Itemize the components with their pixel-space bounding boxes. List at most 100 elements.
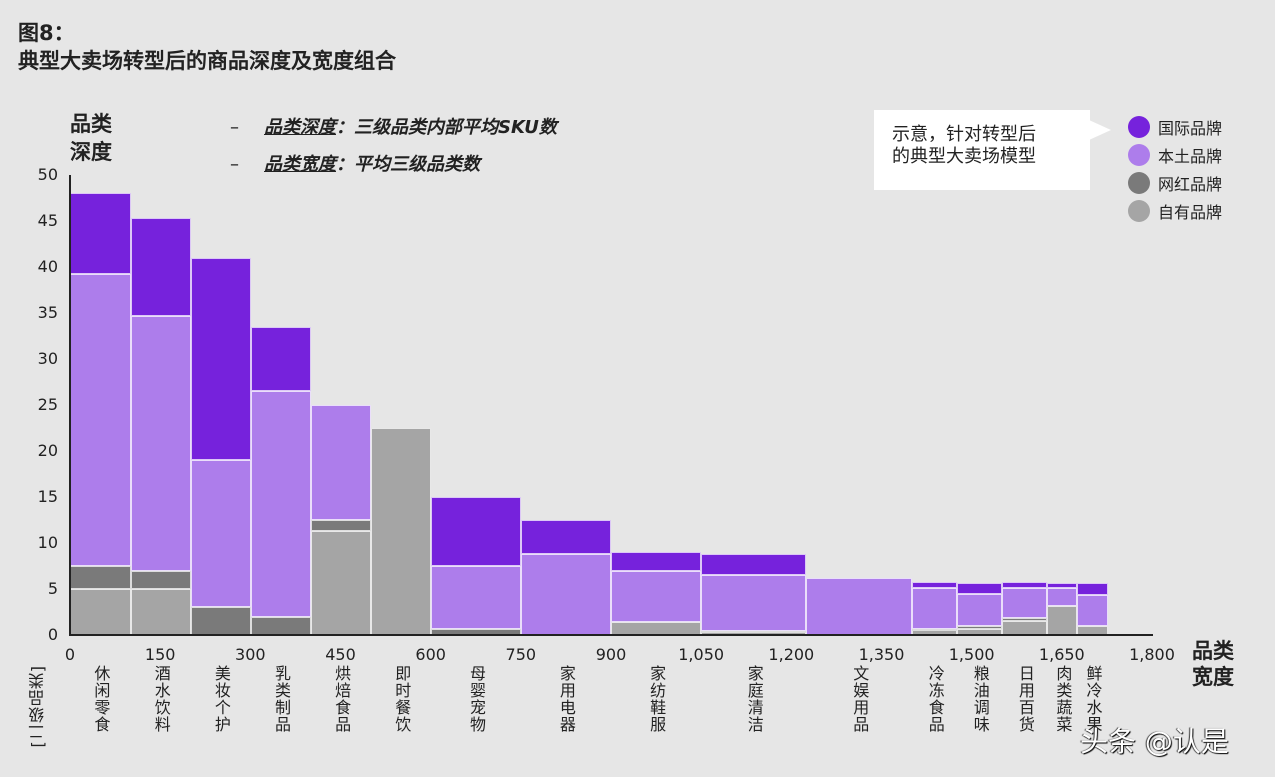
bar-segment [1002, 588, 1048, 619]
y-tick-label: 40 [37, 257, 58, 276]
legend-swatch-icon [1128, 200, 1150, 222]
bar-segment [311, 405, 372, 520]
bar-segment [70, 193, 131, 275]
legend-item: 网红品牌 [1128, 169, 1222, 197]
bar-segment [1002, 618, 1048, 622]
bar-segment [957, 583, 1003, 594]
bar-segment [70, 589, 131, 635]
bar-segment [130, 570, 191, 589]
bar-segment [190, 607, 251, 635]
bar-segment [250, 616, 312, 635]
y-tick-label: 15 [37, 487, 58, 506]
bar-segment [1047, 605, 1078, 635]
category-label: 日用百货 [1015, 665, 1035, 733]
bar-segment [70, 566, 131, 589]
x-tick-label: 0 [64, 645, 76, 664]
category-axis-label: [二级品类] [28, 665, 47, 748]
bar-segment [1077, 583, 1108, 596]
y-axis-label: 品类 深度 [70, 112, 112, 164]
x-tick-label: 300 [235, 645, 266, 664]
bar-segment [1002, 621, 1048, 635]
x-tick-label: 450 [325, 645, 356, 664]
legend-item: 本土品牌 [1128, 141, 1222, 169]
y-tick-label: 35 [37, 303, 58, 322]
legend: 国际品牌本土品牌网红品牌自有品牌 [1128, 113, 1222, 225]
chart-title: 典型大卖场转型后的商品深度及宽度组合 [18, 49, 396, 73]
category-label: 家纺鞋服 [647, 665, 667, 733]
x-tick-label: 1,350 [858, 645, 905, 664]
legend-label: 本土品牌 [1158, 147, 1223, 166]
bar-segment [1002, 581, 1048, 589]
category-label: 家用电器 [556, 665, 576, 733]
legend-swatch-icon [1128, 144, 1150, 166]
y-tick-label: 5 [47, 579, 58, 598]
bar-segment [1047, 588, 1078, 606]
category-label: 烘焙食品 [332, 665, 352, 733]
bar-segment [70, 274, 131, 566]
bar-segment [190, 257, 251, 461]
category-label: 鲜冷水果 [1083, 665, 1103, 733]
category-label: 乳类制品 [271, 665, 291, 733]
category-label: 美妆个护 [211, 665, 231, 733]
watermark: 头条 @认是 [1080, 725, 1229, 758]
x-tick-label: 750 [505, 645, 537, 664]
bar-segment [520, 554, 611, 635]
bar-segment [250, 326, 312, 392]
y-tick-label: 50 [37, 165, 58, 184]
y-tick-label: 30 [37, 349, 58, 368]
legend-item: 国际品牌 [1128, 113, 1222, 141]
bar-segment [311, 531, 372, 635]
y-tick-label: 10 [37, 533, 58, 552]
y-axis-line [69, 175, 71, 636]
callout-pointer [1089, 120, 1111, 140]
y-tick-label: 0 [47, 625, 58, 644]
category-label: 母婴宠物 [467, 665, 487, 733]
category-label: 文娱用品 [850, 665, 870, 733]
bar-segment [431, 497, 521, 566]
category-label: 冷冻食品 [925, 665, 945, 733]
bar-segment [701, 554, 807, 576]
figure-number: 图8： [18, 21, 75, 45]
bar-segment [701, 575, 807, 632]
bar-segment [371, 428, 432, 635]
x-tick-label: 600 [415, 645, 446, 664]
bar-segment [431, 566, 521, 629]
bar-segment [130, 315, 191, 571]
x-tick-label: 1,800 [1129, 645, 1175, 664]
x-tick-label: 900 [595, 645, 627, 664]
category-label: 肉类蔬菜 [1053, 665, 1073, 733]
bar-segment [311, 520, 372, 532]
bar-segment [912, 588, 958, 630]
legend-label: 自有品牌 [1158, 203, 1223, 222]
x-tick-label: 1,200 [768, 645, 815, 664]
category-label: 即时餐饮 [392, 665, 412, 733]
bar-segment [190, 460, 251, 608]
bar-segment [806, 577, 913, 635]
bar-segment [1077, 595, 1108, 626]
callout-note: 示意，针对转型后 的典型大卖场模型 [874, 110, 1090, 190]
category-label: 酒水饮料 [151, 665, 171, 733]
x-tick-label: 1,050 [678, 645, 725, 664]
bar-segment [130, 589, 191, 635]
bar-segment [957, 625, 1003, 630]
x-tick-label: 1,500 [948, 645, 995, 664]
category-label: 粮油调味 [970, 665, 990, 733]
y-tick-label: 45 [37, 211, 58, 230]
bar-segment [912, 629, 958, 632]
legend-swatch-icon [1128, 172, 1150, 194]
bar-segment [912, 581, 958, 589]
bar-segment [611, 570, 702, 623]
category-label: 家庭清洁 [744, 665, 764, 733]
legend-label: 国际品牌 [1158, 119, 1223, 138]
bar-segment [520, 520, 611, 555]
x-axis-line [69, 634, 1153, 636]
definition-depth: – 品类深度：三级品类内部平均SKU数 [230, 117, 557, 138]
x-axis-label: 品类 宽度 [1192, 639, 1234, 689]
y-tick-label: 25 [37, 395, 58, 414]
definition-width: – 品类宽度：平均三级品类数 [230, 154, 480, 175]
bar-segment [957, 593, 1003, 626]
legend-label: 网红品牌 [1158, 175, 1223, 194]
bar-segment [611, 552, 702, 571]
y-tick-label: 20 [37, 441, 58, 460]
x-tick-label: 1,650 [1038, 645, 1085, 664]
